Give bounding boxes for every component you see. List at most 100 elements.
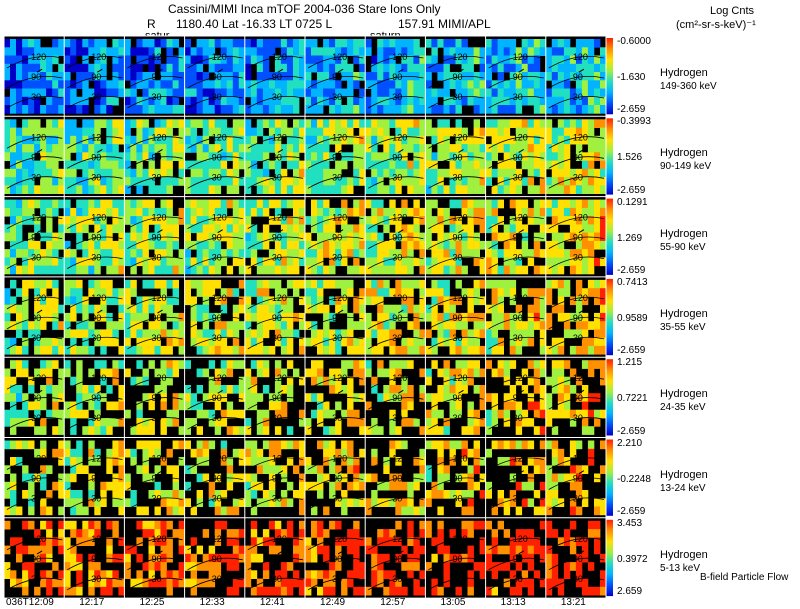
heatmap-cell bbox=[491, 570, 498, 579]
heatmap-cell bbox=[94, 265, 101, 275]
heatmap-cell bbox=[184, 249, 191, 258]
heatmap-cell bbox=[389, 368, 396, 378]
heatmap-cell bbox=[329, 207, 336, 217]
heatmap-cell bbox=[419, 506, 426, 516]
heatmap-cell bbox=[148, 360, 155, 369]
heatmap-cell bbox=[196, 312, 203, 322]
heatmap-cell bbox=[365, 506, 372, 516]
heatmap-cell bbox=[395, 88, 402, 98]
heatmap-cell bbox=[262, 63, 270, 73]
heatmap-cell bbox=[575, 185, 583, 194]
contour-label: 30 bbox=[392, 172, 402, 182]
heatmap-cell bbox=[317, 72, 324, 81]
heatmap-cell bbox=[256, 265, 264, 275]
heatmap-cell bbox=[232, 207, 240, 217]
heatmap-cell bbox=[82, 96, 89, 106]
heatmap-cell bbox=[509, 393, 517, 402]
contour-line bbox=[66, 256, 123, 269]
heatmap-cell bbox=[401, 288, 408, 297]
heatmap-cell bbox=[551, 249, 559, 258]
heatmap-cell bbox=[431, 152, 438, 161]
heatmap-cell bbox=[124, 249, 131, 258]
heatmap-cell bbox=[293, 440, 300, 450]
heatmap-cell bbox=[10, 177, 17, 186]
heatmap-cell bbox=[220, 160, 228, 170]
heatmap-cell bbox=[22, 152, 29, 161]
heatmap-cell bbox=[467, 529, 474, 538]
heatmap-cell bbox=[413, 185, 420, 194]
heatmap-cell bbox=[166, 329, 173, 339]
heatmap-cell bbox=[437, 321, 444, 330]
heatmap-cell bbox=[214, 265, 222, 275]
heatmap-cell bbox=[124, 72, 131, 81]
contour-label: 30 bbox=[332, 413, 342, 423]
heatmap-cell bbox=[389, 409, 396, 419]
heatmap-cell bbox=[539, 360, 547, 369]
heatmap-cell bbox=[401, 249, 408, 258]
heatmap-cell bbox=[268, 296, 276, 306]
heatmap-cell bbox=[305, 185, 312, 194]
heatmap-cell bbox=[563, 105, 571, 114]
heatmap-cell bbox=[250, 329, 258, 339]
heatmap-cell bbox=[491, 296, 498, 306]
contour-line bbox=[428, 477, 484, 490]
heatmap-cell bbox=[491, 152, 498, 161]
heatmap-cell bbox=[76, 296, 83, 306]
heatmap-cell bbox=[431, 553, 438, 563]
heatmap-cell bbox=[299, 249, 306, 258]
heatmap-cell bbox=[250, 360, 258, 369]
heatmap-cell bbox=[359, 360, 366, 369]
contour-label: 90 bbox=[332, 152, 342, 162]
contour-label: 120 bbox=[453, 132, 468, 142]
heatmap-cell bbox=[473, 562, 480, 571]
contour-label: 90 bbox=[91, 474, 101, 484]
heatmap-cell bbox=[286, 96, 294, 106]
heatmap-cell bbox=[347, 401, 354, 411]
heatmap-cell bbox=[485, 160, 492, 170]
heatmap-cell bbox=[407, 96, 414, 106]
heatmap-cell bbox=[497, 55, 504, 65]
heatmap-cell bbox=[76, 385, 83, 394]
heatmap-cell bbox=[299, 160, 306, 170]
heatmap-cell bbox=[172, 55, 179, 65]
heatmap-cell bbox=[503, 368, 511, 378]
heatmap-cell bbox=[172, 288, 179, 297]
heatmap-cell bbox=[58, 240, 65, 250]
heatmap-cell bbox=[184, 135, 191, 145]
heatmap-cell bbox=[94, 426, 101, 435]
heatmap-cell bbox=[190, 72, 197, 81]
heatmap-cell bbox=[178, 216, 185, 225]
contour-line bbox=[127, 497, 183, 510]
heatmap-cell bbox=[515, 55, 523, 65]
heatmap-cell bbox=[142, 506, 149, 516]
heatmap-cell bbox=[184, 553, 191, 563]
heatmap-cell bbox=[172, 321, 179, 330]
heatmap-cell bbox=[413, 144, 420, 153]
heatmap-cell bbox=[419, 498, 426, 507]
heatmap-cell bbox=[118, 457, 125, 466]
contour-line bbox=[428, 236, 484, 249]
heatmap-cell bbox=[196, 288, 203, 297]
heatmap-cell bbox=[551, 360, 559, 369]
heatmap-cell bbox=[64, 240, 71, 250]
heatmap-cell bbox=[100, 96, 107, 106]
heatmap-cell bbox=[437, 448, 444, 458]
heatmap-cell bbox=[214, 401, 222, 411]
heatmap-cell bbox=[28, 329, 35, 339]
heatmap-cell bbox=[64, 368, 71, 378]
heatmap-cell bbox=[76, 506, 83, 516]
heatmap-cell bbox=[551, 490, 559, 499]
heatmap-cell bbox=[274, 207, 282, 217]
heatmap-cell bbox=[581, 265, 589, 275]
heatmap-cell bbox=[124, 288, 131, 297]
heatmap-cell bbox=[208, 312, 216, 322]
heatmap-cell bbox=[118, 216, 125, 225]
heatmap-cell bbox=[94, 506, 101, 516]
heatmap-cell bbox=[401, 80, 408, 89]
heatmap-cell bbox=[521, 418, 529, 427]
contour-label: 120 bbox=[91, 213, 106, 223]
heatmap-cell bbox=[365, 152, 372, 161]
heatmap-cell bbox=[262, 232, 270, 242]
heatmap-cell bbox=[594, 39, 601, 48]
heatmap-cell bbox=[437, 177, 444, 186]
